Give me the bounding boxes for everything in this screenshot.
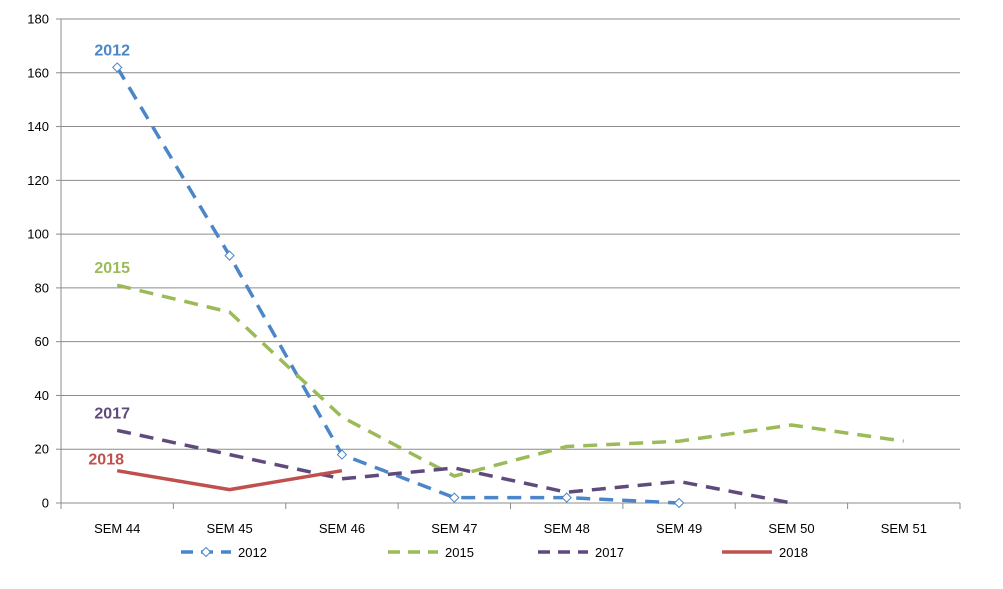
series-label-2018: 2018 (88, 452, 124, 469)
point-2012-2 (336, 449, 348, 460)
y-axis-ticks: 0 20 40 60 80 100 120 140 160 180 (27, 12, 61, 511)
y-tick-label-0: 0 (42, 496, 49, 511)
y-tick-label-60: 60 (35, 334, 49, 349)
y-tick-label-100: 100 (27, 227, 49, 242)
legend-item-2015: 2015 (388, 545, 474, 560)
x-tick-label-3: SEM 47 (431, 521, 477, 536)
y-tick-label-20: 20 (35, 442, 49, 457)
x-tick-label-4: SEM 48 (544, 521, 590, 536)
x-tick-label-5: SEM 49 (656, 521, 702, 536)
series-line-2017 (116, 428, 792, 505)
legend: 2012 2015 2017 2018 (181, 545, 808, 560)
legend-label-2012: 2012 (238, 545, 267, 560)
x-tick-label-7: SEM 51 (881, 521, 927, 536)
x-tick-label-6: SEM 50 (768, 521, 814, 536)
legend-label-2018: 2018 (779, 545, 808, 560)
x-tick-label-1: SEM 45 (206, 521, 252, 536)
y-tick-label-80: 80 (35, 280, 49, 295)
legend-label-2017: 2017 (595, 545, 624, 560)
gridlines (61, 18, 960, 450)
point-2012-0 (111, 62, 123, 73)
y-tick-label-160: 160 (27, 65, 49, 80)
legend-item-2012: 2012 (181, 545, 267, 560)
point-2012-4 (561, 492, 572, 503)
series-lines (111, 62, 905, 509)
series-label-2015: 2015 (94, 260, 130, 277)
x-axis-ticks: SEM 44 SEM 45 SEM 46 SEM 47 SEM 48 SEM 49 SEM … (60, 503, 961, 536)
legend-marker-2012 (200, 546, 212, 558)
point-2012-5 (673, 497, 685, 509)
legend-item-2017: 2017 (538, 545, 624, 560)
series-labels: 2012 2015 2017 2018 (88, 42, 130, 468)
y-tick-label-120: 120 (27, 173, 49, 188)
legend-label-2015: 2015 (445, 545, 474, 560)
point-2012-3 (449, 492, 460, 503)
point-2012-1 (224, 250, 235, 261)
x-tick-label-0: SEM 44 (94, 521, 140, 536)
series-label-2012: 2012 (94, 42, 130, 59)
series-line-2018 (116, 468, 343, 492)
legend-item-2018: 2018 (722, 545, 808, 560)
series-line-2012 (115, 66, 680, 505)
y-tick-label-180: 180 (27, 12, 49, 27)
series-label-2017: 2017 (94, 405, 130, 422)
series-line-2015 (116, 283, 905, 478)
y-tick-label-40: 40 (35, 388, 49, 403)
x-tick-label-2: SEM 46 (319, 521, 365, 536)
y-tick-label-140: 140 (27, 119, 49, 134)
